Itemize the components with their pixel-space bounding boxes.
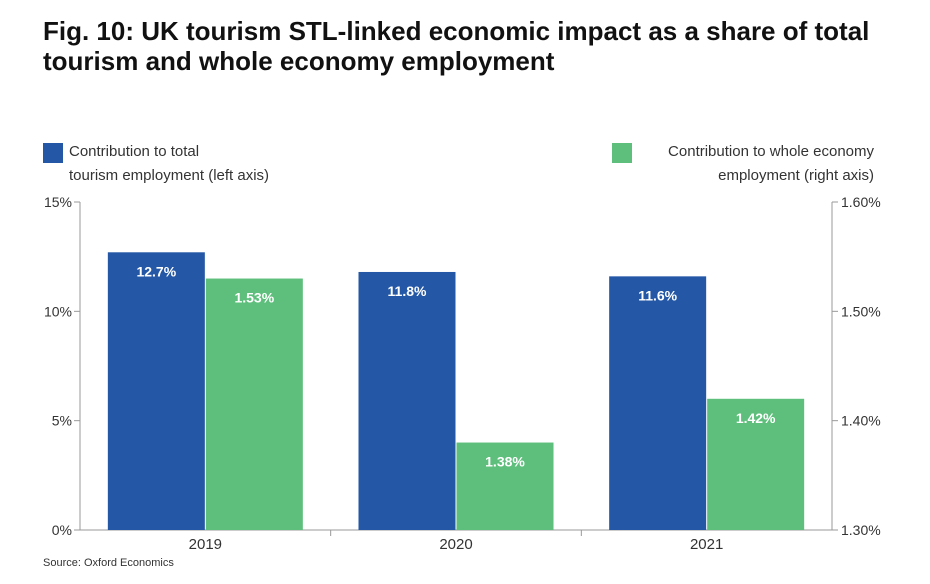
- y-left-tick-label: 5%: [52, 413, 72, 429]
- legend-label-tourism-line2: tourism employment (left axis): [69, 167, 270, 184]
- data-label: 12.7%: [136, 263, 176, 279]
- x-tick-label: 2020: [439, 536, 472, 553]
- y-left-tick-label: 0%: [52, 522, 72, 538]
- legend-swatch-blue: [43, 143, 63, 163]
- legend-item-tourism: Contribution to total tourism employment…: [43, 140, 343, 190]
- data-label: 11.6%: [638, 287, 677, 303]
- bar-tourism-2021: [609, 276, 707, 530]
- legend-label-economy: Contribution to whole economy employment…: [638, 140, 874, 188]
- y-right-tick-label: 1.40%: [841, 413, 881, 429]
- y-left-tick-label: 15%: [44, 194, 72, 210]
- bar-economy-2019: [205, 278, 303, 530]
- y-right-tick-label: 1.60%: [841, 194, 881, 210]
- bar-tourism-2019: [107, 252, 205, 530]
- data-label: 1.38%: [485, 454, 525, 470]
- legend-item-economy: Contribution to whole economy employment…: [612, 140, 874, 190]
- y-right-tick-label: 1.30%: [841, 522, 881, 538]
- data-label: 1.53%: [234, 290, 274, 306]
- chart-title: Fig. 10: UK tourism STL-linked economic …: [43, 16, 870, 76]
- bar-economy-2021: [707, 398, 805, 530]
- legend-label-economy-line2: employment (right axis): [718, 167, 874, 184]
- data-label: 1.42%: [736, 410, 776, 426]
- bar-tourism-2020: [358, 271, 456, 530]
- legend-label-economy-line1: Contribution to whole economy: [668, 143, 874, 160]
- legend-swatch-green: [612, 143, 632, 163]
- legend-label-tourism-line1: Contribution to total: [69, 143, 200, 160]
- data-label: 11.8%: [388, 283, 427, 299]
- source-note: Source: Oxford Economics: [43, 557, 174, 569]
- bar-economy-2020: [456, 442, 554, 530]
- y-left-tick-label: 10%: [44, 303, 72, 319]
- y-right-tick-label: 1.50%: [841, 303, 881, 319]
- x-tick-label: 2021: [690, 536, 723, 553]
- legend-label-tourism: Contribution to total tourism employment…: [69, 140, 269, 188]
- x-tick-label: 2019: [189, 536, 222, 553]
